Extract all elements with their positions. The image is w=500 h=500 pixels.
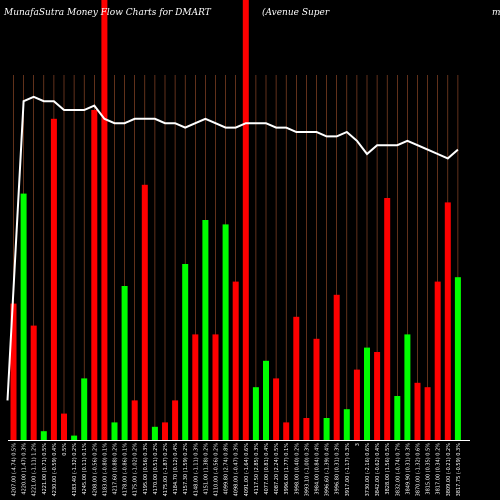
x-tick-label: 3817.00 (0.34) 0.2%: [436, 443, 442, 495]
flow-bar: [364, 347, 370, 440]
x-tick-label: 4148.00 (-1.11) 0.3%: [193, 443, 199, 497]
x-tick-label: 4184.70 (0.12) 0.4%: [173, 443, 179, 495]
x-tick-label: 3849.90 (0.31) 0.3%: [405, 443, 411, 495]
x-tick-label: 0.5%: [62, 443, 68, 456]
flow-bar: [384, 198, 391, 440]
x-tick-label: 3998.00 (0.40) 0.2%: [294, 443, 300, 495]
flow-bars: [10, 0, 461, 441]
x-tick-labels: 4207.00 (-4.74) 0.5% 4220.00 (1.47) 0.3% 4…: [12, 443, 462, 497]
x-tick-label: 4207.00 (-4.74) 0.5%: [12, 443, 18, 497]
x-tick-label: 4117.50 (2.85) 0.3%: [254, 443, 260, 495]
flow-bar: [353, 369, 360, 440]
x-tick-label: 4183.40 (-1.32) 0.2%: [72, 443, 78, 497]
flow-bar: [222, 224, 229, 440]
x-tick-label: 3842.00 (-0.62) 0.4%: [375, 443, 381, 497]
flow-bar: [212, 334, 219, 440]
flow-bar: [343, 409, 350, 440]
price-line: [6, 95, 459, 401]
flow-bar: [323, 418, 330, 440]
flow-bar: [61, 413, 67, 440]
x-tick-label: 3996.80 (0.31) 0.3%: [335, 443, 341, 495]
flow-bar: [283, 422, 290, 440]
flow-bar: [10, 303, 17, 440]
x-tick-label: 4183.00 (-0.80) 0.1%: [102, 443, 108, 497]
flow-bar: [252, 387, 259, 440]
flow-bar: [232, 281, 239, 440]
flow-bar: [30, 325, 37, 440]
x-tick-label: 4217.60 (0.88) 0.2%: [113, 443, 119, 495]
x-tick-label: 3870.00 (-1.32) 0.6%: [416, 443, 422, 497]
flow-bar: [414, 382, 421, 440]
flow-bar: [50, 118, 57, 441]
flow-bar: [20, 193, 27, 440]
x-tick-label: 4221.00 (-1.11) 1.2%: [32, 443, 38, 497]
chart-title: MunafaSutra Money Flow Charts for DMART: [4, 8, 211, 18]
x-tick-label: 3815.00 (0.35) 0.5%: [426, 443, 432, 495]
chart-title-edge: m: [492, 8, 500, 18]
flow-bar: [101, 0, 108, 440]
x-tick-label: 3730.00 (-2.16) 0.6%: [365, 443, 371, 497]
x-tick-label: 4175.00 (-1.87) 0.2%: [163, 443, 169, 497]
x-tick-label: 4230.00 (-0.59) 0.4%: [52, 443, 58, 497]
x-tick-label: 4221.00 (0.71) 0.5%: [42, 443, 48, 495]
x-tick-label: 4087.20 (2.24) 0.5%: [274, 443, 280, 495]
flow-bar: [434, 281, 441, 440]
flow-bar: [273, 378, 280, 440]
flow-bar: [263, 360, 269, 440]
flow-bar: [172, 400, 179, 440]
flow-bar: [121, 286, 128, 440]
flow-bar: [91, 110, 98, 440]
x-tick-label: 3828.00 (1.56) 0.5%: [385, 443, 391, 495]
flow-bar: [131, 400, 138, 440]
x-tick-label: 4098.00 (-0.47) 0.3%: [234, 443, 240, 497]
x-tick-label: 4091.00 (-1.64) 0.6%: [244, 443, 250, 497]
flow-bar: [313, 338, 320, 440]
x-tick-label: 3: [355, 443, 361, 446]
x-tick-label: 4157.30 (1.59) 0.2%: [183, 443, 189, 495]
chart-subtitle: (Avenue Super: [262, 8, 330, 18]
flow-bar: [81, 378, 88, 440]
x-tick-label: 4077.00 (0.81) 0.4%: [264, 443, 270, 495]
x-tick-label: 3917.00 (-1.17) 0.3%: [345, 443, 351, 497]
flow-bar: [454, 277, 461, 440]
x-tick-label: 4245.00 (0.11) 0.1%: [82, 443, 88, 495]
flow-bar: [111, 422, 118, 440]
x-tick-label: 3996.60 (-1.39) 0.4%: [325, 443, 331, 497]
flow-bar: [141, 184, 148, 440]
x-tick-label: 3984.00 (0.84) 0.4%: [315, 443, 321, 495]
x-tick-label: 3993.10 (-1.00) 0.3%: [304, 443, 310, 497]
flow-bar: [374, 352, 381, 440]
x-tick-label: 3809.00 (-0.21) 0.2%: [446, 443, 452, 497]
flow-bar: [151, 426, 158, 440]
flow-bar: [303, 418, 310, 440]
x-tick-label: 3996.00 (1.77) 0.1%: [284, 443, 290, 495]
flow-bar: [293, 316, 300, 440]
flow-bar: [404, 334, 411, 440]
x-tick-label: 4170.00 (0.51) 0.2%: [153, 443, 159, 495]
flow-bar: [424, 387, 431, 440]
x-tick-label: 4110.00 (-0.56) 0.2%: [214, 443, 220, 497]
x-tick-label: 4178.00 (-0.86) 0.1%: [123, 443, 129, 497]
flow-bar: [444, 202, 451, 440]
flow-bar: [162, 422, 168, 440]
x-tick-label: 4151.00 (1.38) 0.2%: [203, 443, 209, 495]
flow-bar: [394, 396, 401, 440]
x-tick-label: 4220.00 (1.47) 0.3%: [22, 443, 28, 495]
flow-bar: [182, 264, 189, 440]
x-tick-label: 4175.00 (-1.02) 0.2%: [133, 443, 139, 497]
flow-bar: [242, 0, 249, 440]
flow-bar: [71, 435, 78, 440]
flow-bar: [202, 220, 209, 440]
flow-bar: [40, 431, 47, 440]
flow-bar: [192, 334, 199, 440]
x-tick-label: 4099.80 (2.74) 0.8%: [224, 443, 230, 495]
x-tick-label: 3832.00 (-0.74) 0.7%: [395, 443, 401, 497]
x-tick-label: 4195.00 (0.56) 0.3%: [143, 443, 149, 495]
x-tick-label: 3817.75 (-0.59) 0.3%: [456, 443, 462, 497]
flow-bar: [333, 294, 340, 440]
x-tick-label: 4208.00 (-0.56) 0.2%: [92, 443, 98, 497]
